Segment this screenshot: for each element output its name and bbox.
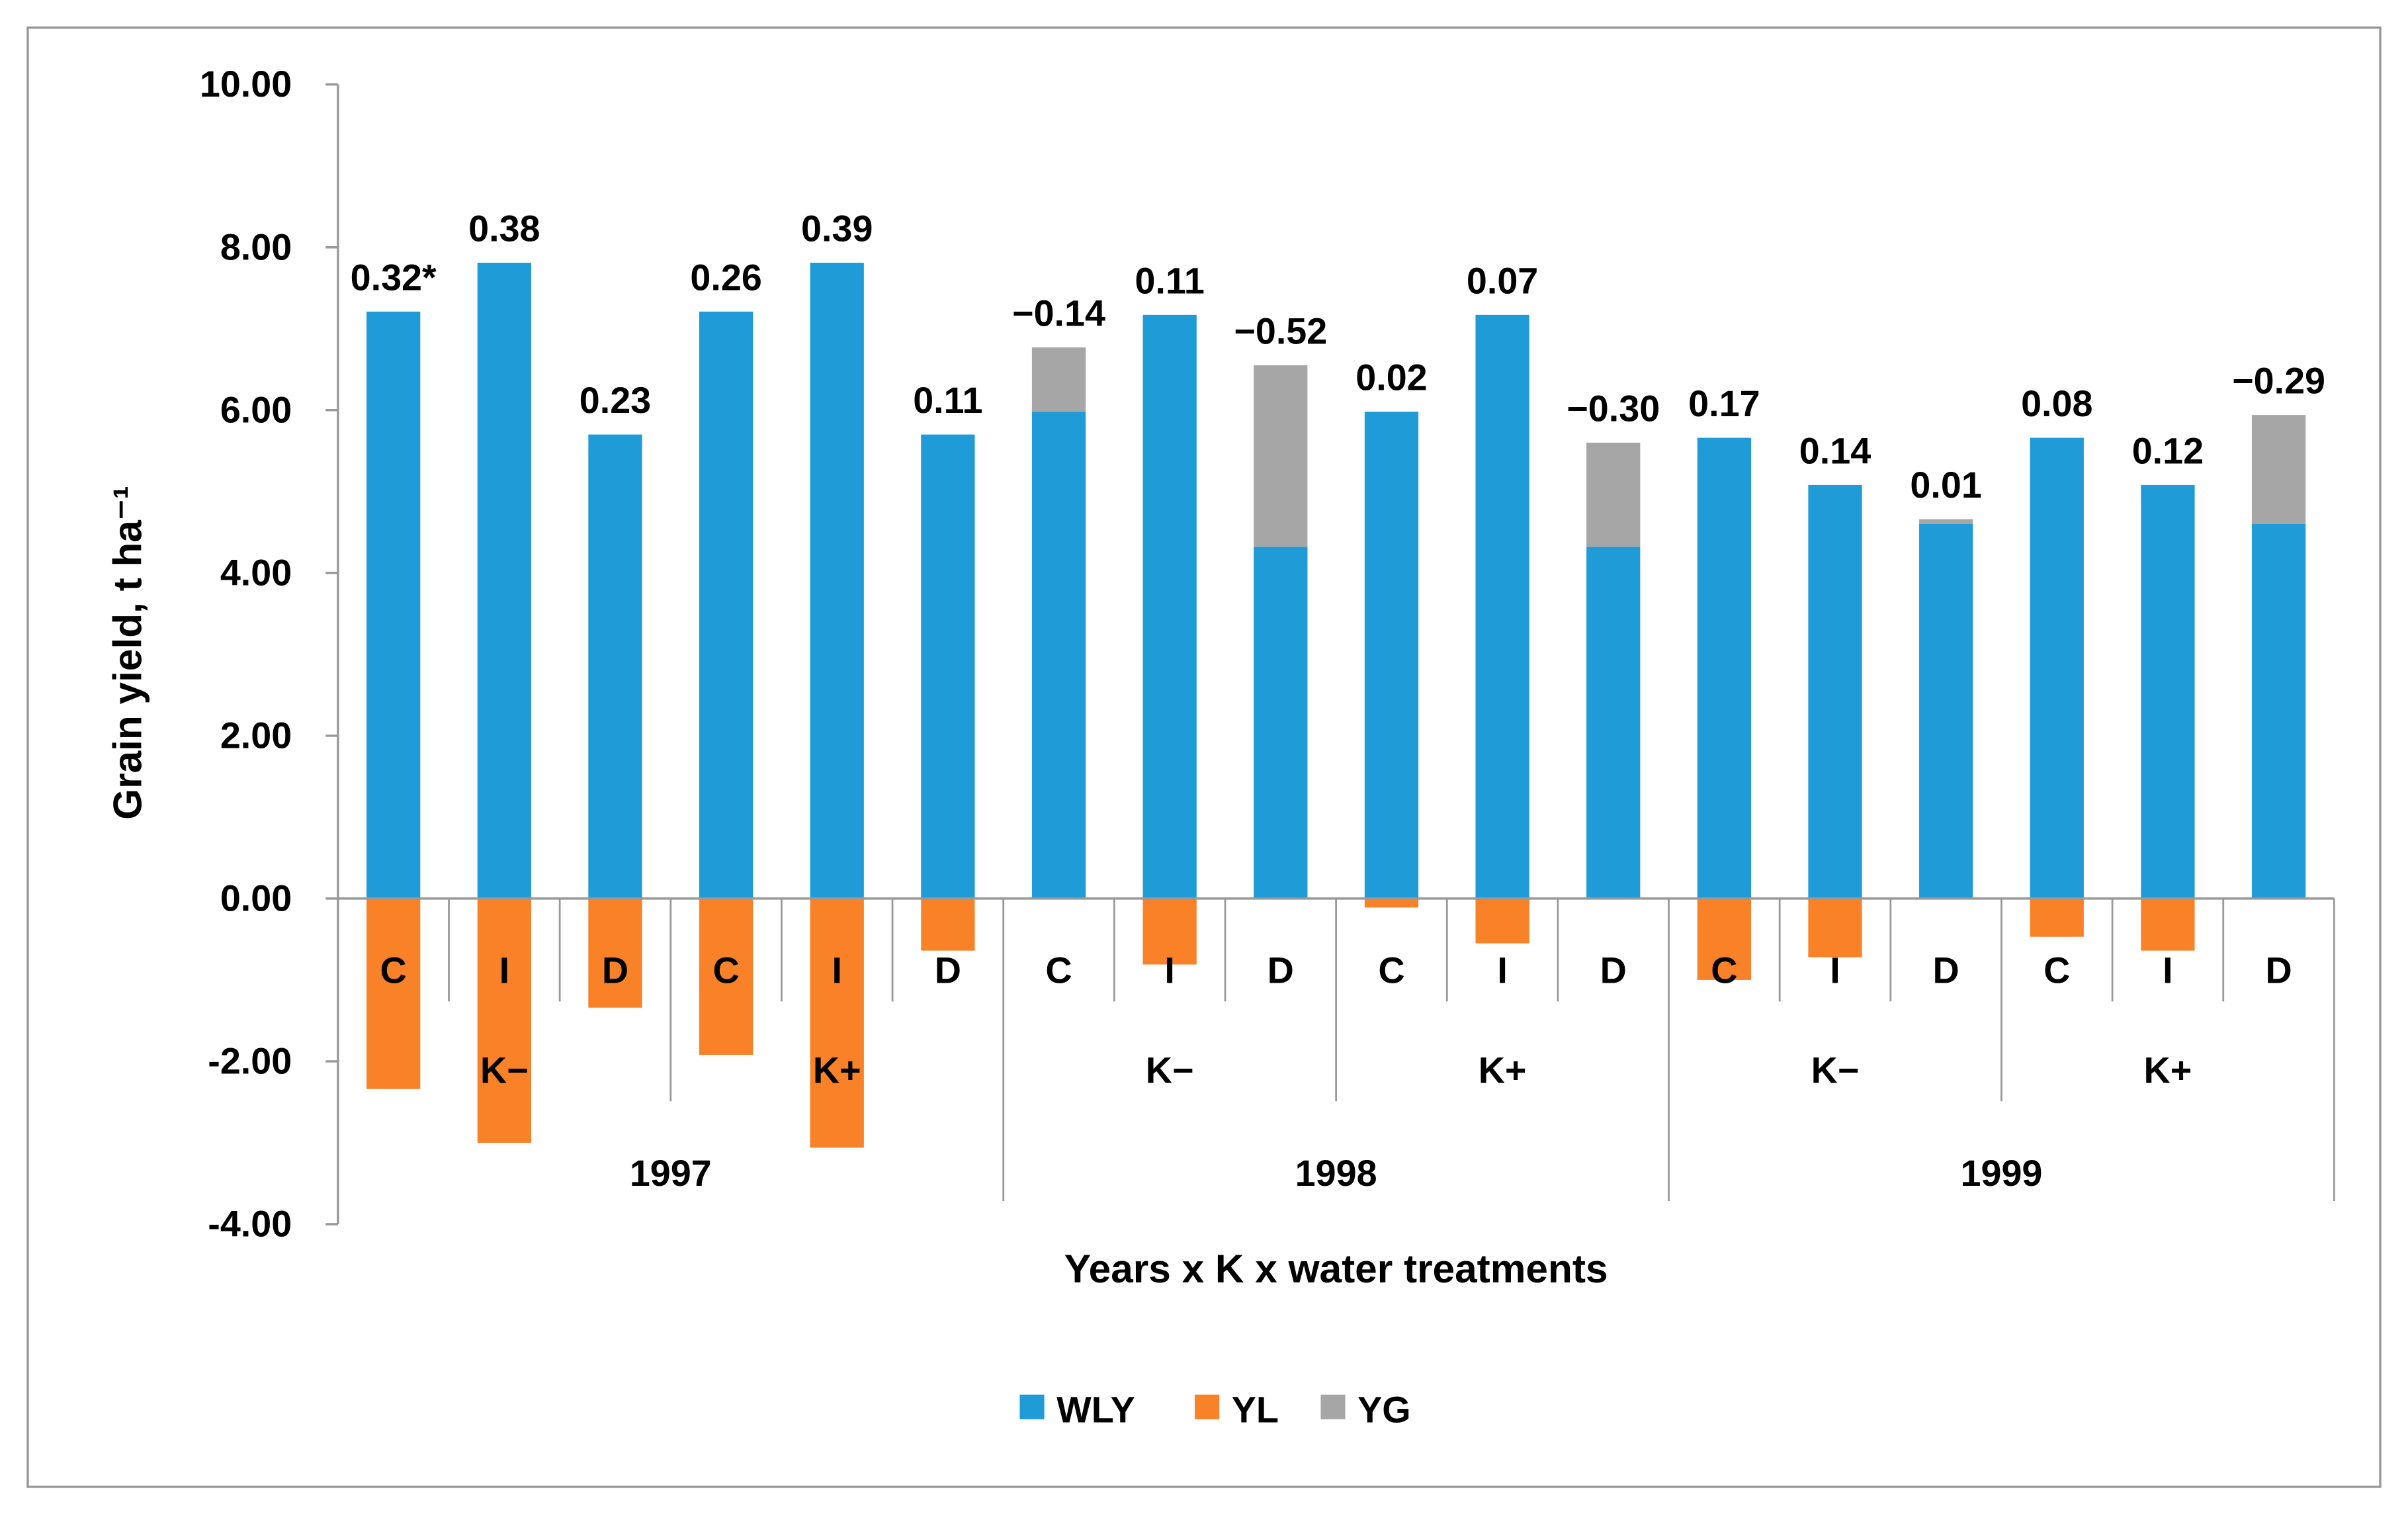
bar-yl (2030, 898, 2084, 937)
category-label: C (2043, 950, 2070, 991)
bar-wly (1697, 437, 1751, 899)
category-label: D (602, 950, 628, 991)
data-label: −0.29 (2232, 361, 2325, 402)
category-label: C (712, 950, 739, 991)
legend: WLY YL YG (1019, 1389, 1411, 1430)
data-label: 0.26 (690, 257, 761, 298)
bar-yl (2141, 898, 2195, 951)
k-group-label: K+ (813, 1049, 861, 1091)
bar-wly (2251, 523, 2306, 899)
data-label: 0.39 (801, 208, 873, 249)
y-tick-label: 8.00 (220, 226, 292, 267)
k-group-label: K+ (2144, 1049, 2192, 1091)
y-axis-title: Grain yield, t ha⁻¹ (105, 486, 150, 820)
data-label: 0.08 (2021, 383, 2092, 424)
data-label: −0.52 (1234, 311, 1327, 352)
data-label: 0.01 (1910, 465, 1981, 506)
bar-yg (1919, 519, 1973, 524)
category-label: D (935, 950, 961, 991)
bar-wly (1808, 484, 1862, 899)
legend-swatch-yg (1320, 1394, 1346, 1419)
bar-yl (810, 898, 864, 1148)
data-label: 0.32* (351, 257, 437, 298)
legend-swatch-wly (1019, 1394, 1045, 1419)
bar-wly (699, 311, 753, 899)
data-label: 0.07 (1467, 260, 1538, 301)
category-label: C (380, 950, 407, 991)
bar-yl (1475, 898, 1529, 944)
bar-wly (588, 434, 642, 899)
bar-yg (1254, 365, 1308, 547)
y-tick-label: 4.00 (220, 552, 292, 593)
bar-wly (1142, 314, 1197, 899)
bar-yl (366, 898, 421, 1089)
bar-wly (477, 263, 531, 899)
category-label: C (1045, 950, 1072, 991)
bar-yl (588, 898, 642, 1008)
bar-wly (921, 434, 975, 899)
category-label: D (1933, 950, 1959, 991)
k-group-label: K+ (1479, 1049, 1527, 1091)
bar-wly (1031, 412, 1086, 899)
bar-wly (1364, 412, 1419, 899)
y-tick-label: 2.00 (220, 715, 292, 756)
bar-wly (1586, 547, 1641, 899)
bar-yg (1586, 442, 1641, 547)
y-tick-label: -4.00 (208, 1204, 292, 1245)
bar-yl (1364, 898, 1419, 908)
bar-yl (1808, 898, 1862, 958)
category-label: C (1378, 950, 1404, 991)
y-tick-label: 0.00 (220, 877, 292, 918)
category-label: I (1164, 950, 1174, 991)
category-label: I (2163, 950, 2172, 991)
bar-yl (477, 898, 531, 1143)
legend-label-wly: WLY (1056, 1389, 1135, 1430)
y-tick-label: -2.00 (208, 1041, 292, 1082)
data-label: −0.14 (1012, 293, 1105, 334)
k-group-label: K− (480, 1049, 529, 1091)
bar-yg (1031, 347, 1086, 412)
bar-wly (1254, 547, 1308, 899)
bar-yl (699, 898, 753, 1055)
category-label: D (2265, 950, 2292, 991)
bar-wly (1919, 523, 1973, 899)
bar-wly (2141, 484, 2195, 899)
data-label: −0.30 (1567, 388, 1660, 429)
bar-wly (366, 311, 421, 899)
y-tick-label: 10.00 (200, 64, 292, 105)
legend-label-yg: YG (1357, 1389, 1410, 1430)
category-label: I (1830, 950, 1840, 991)
data-label: 0.02 (1355, 357, 1427, 398)
year-label: 1999 (1961, 1153, 2043, 1194)
bar-yg (2251, 415, 2306, 524)
year-label: 1998 (1295, 1153, 1377, 1194)
bar-wly (2030, 437, 2084, 899)
bar-wly (810, 263, 864, 899)
category-label: I (1497, 950, 1507, 991)
x-axis-title: Years x K x water treatments (1064, 1246, 1608, 1291)
y-tick-label: 6.00 (220, 389, 292, 430)
bar-yl (921, 898, 975, 951)
category-label: C (1711, 950, 1737, 991)
bar-wly (1475, 314, 1529, 899)
category-label: I (832, 950, 841, 991)
category-label: D (1268, 950, 1294, 991)
year-label: 1997 (630, 1153, 712, 1194)
data-label: 0.12 (2132, 430, 2204, 471)
category-label: I (499, 950, 509, 991)
bar-yl (1142, 898, 1197, 965)
legend-swatch-yl (1195, 1394, 1220, 1419)
data-label: 0.11 (913, 380, 982, 421)
legend-label-yl: YL (1232, 1389, 1279, 1430)
data-label: 0.14 (1799, 430, 1871, 471)
data-label: 0.17 (1688, 383, 1760, 424)
data-label: 0.23 (580, 380, 651, 421)
k-group-label: K− (1146, 1049, 1194, 1091)
bar-yl (1697, 898, 1751, 980)
data-label: 0.38 (468, 208, 540, 249)
k-group-label: K− (1811, 1049, 1860, 1091)
category-label: D (1600, 950, 1627, 991)
data-label: 0.11 (1135, 260, 1205, 301)
